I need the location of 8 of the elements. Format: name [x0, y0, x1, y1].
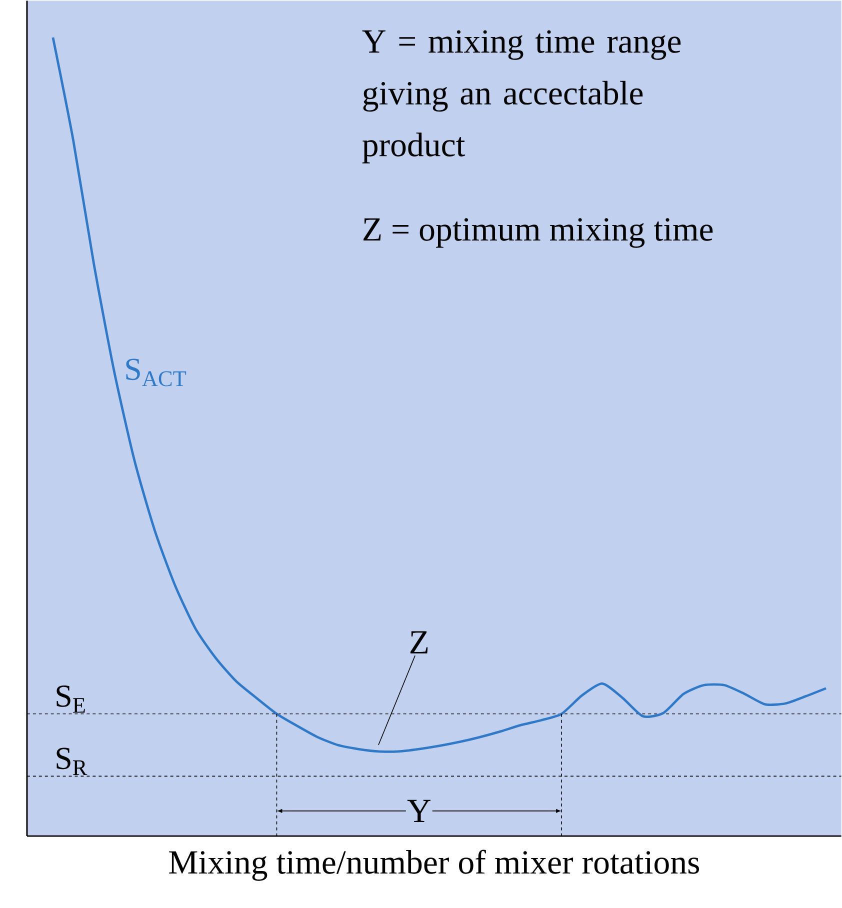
ref-line-label: S$_{R}$ — [56, 748, 88, 775]
series-label: S$_{ACT}$ — [126, 358, 186, 386]
annotation: Y — [407, 800, 430, 822]
ref-line-label: S$_{E}$ — [56, 686, 85, 713]
annotation: Y = mixing time range giving an accectable product — [362, 30, 681, 164]
annotation: Z — [410, 631, 428, 654]
annotation: Z = optimum mixing time — [363, 218, 713, 248]
x-axis-title: Mixing time/number of mixer rotations — [169, 850, 699, 881]
